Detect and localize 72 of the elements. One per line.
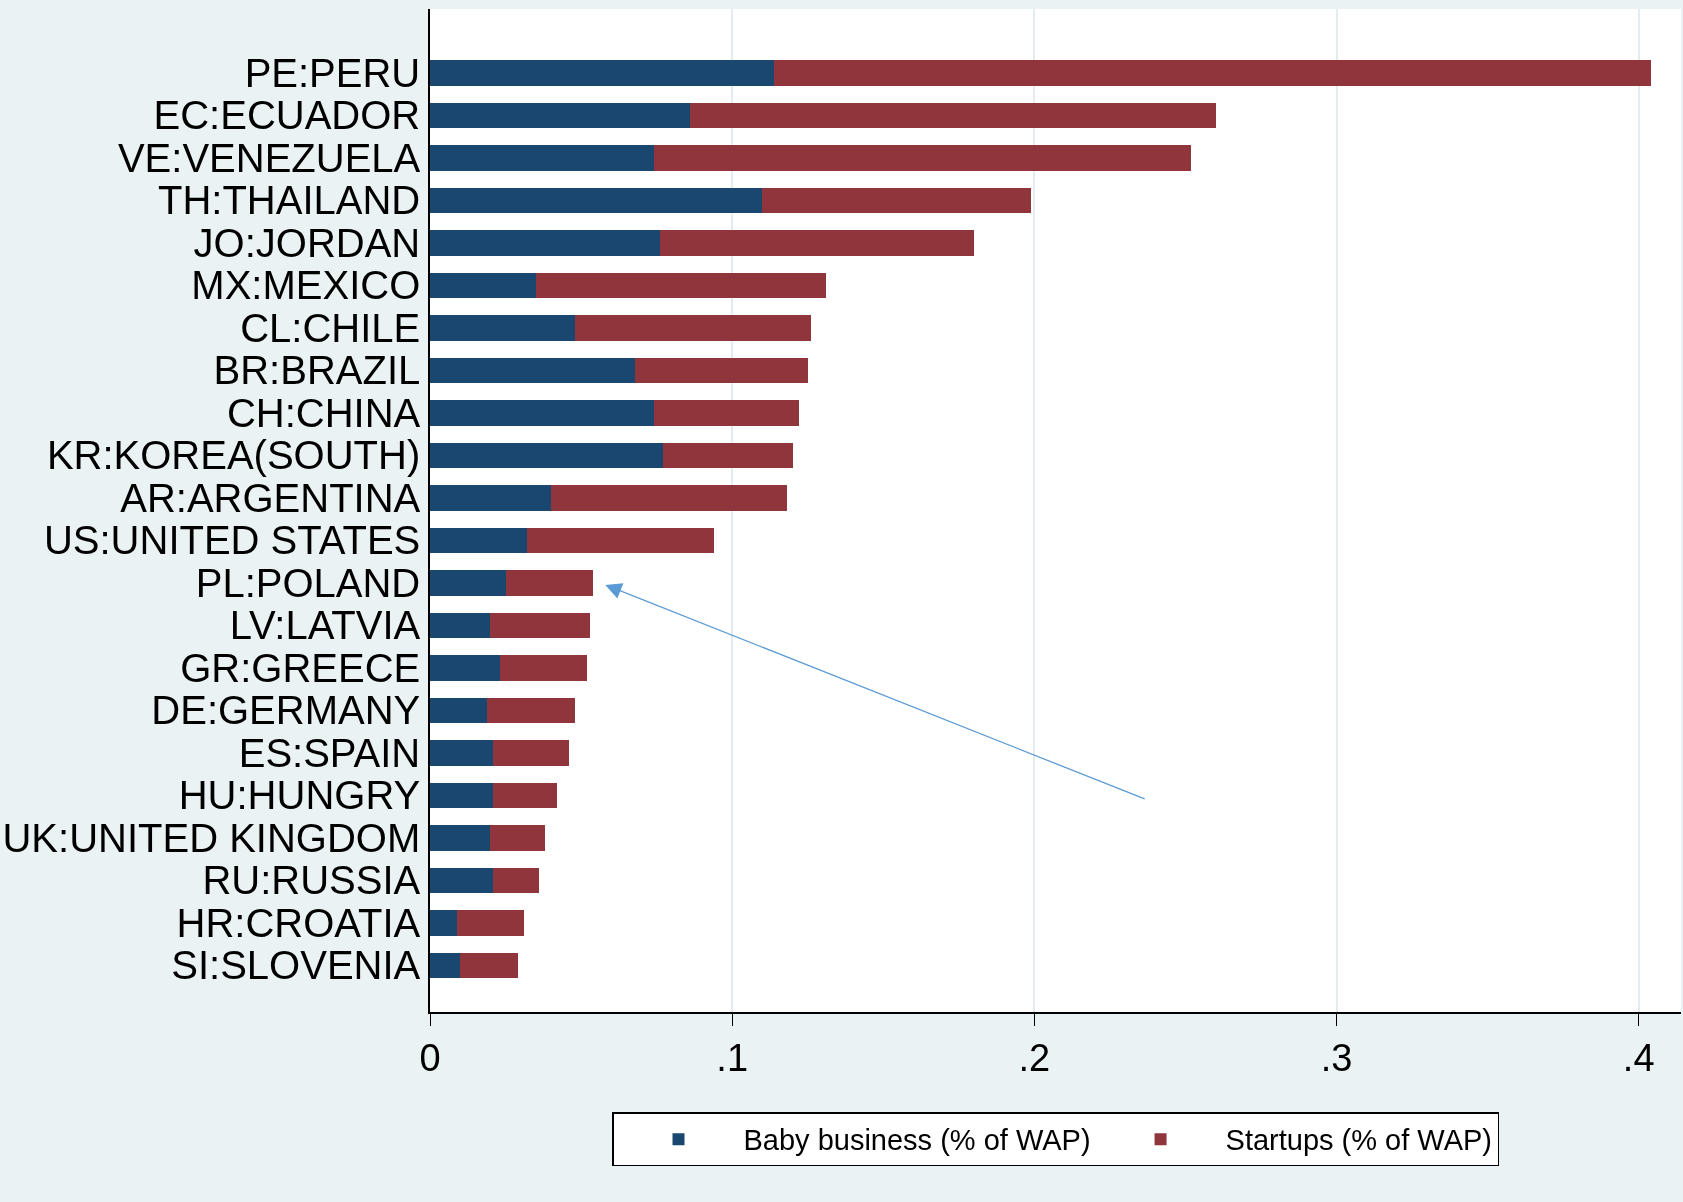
y-tick-label: GR:GREECE <box>180 645 421 690</box>
bar <box>526 527 715 553</box>
bar <box>430 697 488 723</box>
y-tick-label: CH:CHINA <box>226 390 421 435</box>
bar <box>430 315 576 341</box>
bar <box>653 145 1192 171</box>
bar <box>774 60 1651 86</box>
y-tick-label: LV:LATVIA <box>229 603 421 648</box>
legend-label: Baby business (% of WAP) <box>743 1124 1091 1157</box>
bar <box>430 782 494 808</box>
bar <box>430 102 690 128</box>
bar <box>493 740 569 766</box>
y-tick-label: BR:BRAZIL <box>213 348 421 393</box>
bar <box>653 400 799 426</box>
bar <box>430 60 775 86</box>
bar <box>490 612 591 638</box>
bar <box>457 910 524 936</box>
bar <box>662 442 793 468</box>
bar <box>430 485 551 511</box>
bar <box>689 102 1216 128</box>
bar <box>659 230 974 256</box>
bar <box>493 867 539 893</box>
bar <box>762 187 1032 213</box>
y-tick-label: VE:VENEZUELA <box>117 135 421 180</box>
y-tick-label: HU:HUNGRY <box>178 773 421 818</box>
x-tick-label: .3 <box>1320 1037 1353 1080</box>
bar <box>505 570 594 596</box>
y-tick-label: PE:PERU <box>244 50 421 95</box>
bar <box>430 442 663 468</box>
legend-label: Startups (% of WAP) <box>1225 1124 1492 1157</box>
bar <box>535 272 826 298</box>
bar <box>430 740 494 766</box>
y-tick-label: ES:SPAIN <box>238 730 421 775</box>
bar <box>499 655 588 681</box>
bar <box>430 612 491 638</box>
bar <box>430 867 494 893</box>
y-tick-label: PL:POLAND <box>195 560 421 605</box>
y-tick-label: EC:ECUADOR <box>153 93 421 138</box>
y-tick-label: RU:RUSSIA <box>202 858 421 903</box>
x-tick-label: 0 <box>419 1037 441 1080</box>
x-tick-label: .1 <box>716 1037 749 1080</box>
bar <box>430 187 763 213</box>
bar <box>493 782 557 808</box>
bar <box>430 910 458 936</box>
bar <box>430 952 461 978</box>
bar <box>430 230 660 256</box>
bar <box>487 697 576 723</box>
bar <box>430 527 527 553</box>
y-tick-label: KR:KOREA(SOUTH) <box>46 433 421 478</box>
x-tick-label: .4 <box>1622 1037 1655 1080</box>
bar <box>430 655 500 681</box>
y-tick-label: CL:CHILE <box>240 305 421 350</box>
bar <box>430 272 536 298</box>
bar <box>635 357 808 383</box>
x-tick-label: .2 <box>1018 1037 1051 1080</box>
y-tick-label: JO:JORDAN <box>193 220 421 265</box>
bar <box>460 952 518 978</box>
y-tick-label: UK:UNITED KINGDOM <box>2 815 421 860</box>
bar <box>430 400 654 426</box>
bar <box>430 357 636 383</box>
bar <box>430 570 506 596</box>
y-tick-label: US:UNITED STATES <box>43 518 421 563</box>
y-tick-label: MX:MEXICO <box>191 263 421 308</box>
y-tick-label: DE:GERMANY <box>151 688 421 733</box>
bar <box>550 485 787 511</box>
bar <box>490 825 545 851</box>
y-tick-label: TH:THAILAND <box>158 178 421 223</box>
bar <box>430 145 654 171</box>
y-tick-label: SI:SLOVENIA <box>171 943 421 988</box>
y-tick-label: HR:CROATIA <box>176 900 421 945</box>
bar <box>575 315 811 341</box>
bar <box>430 825 491 851</box>
